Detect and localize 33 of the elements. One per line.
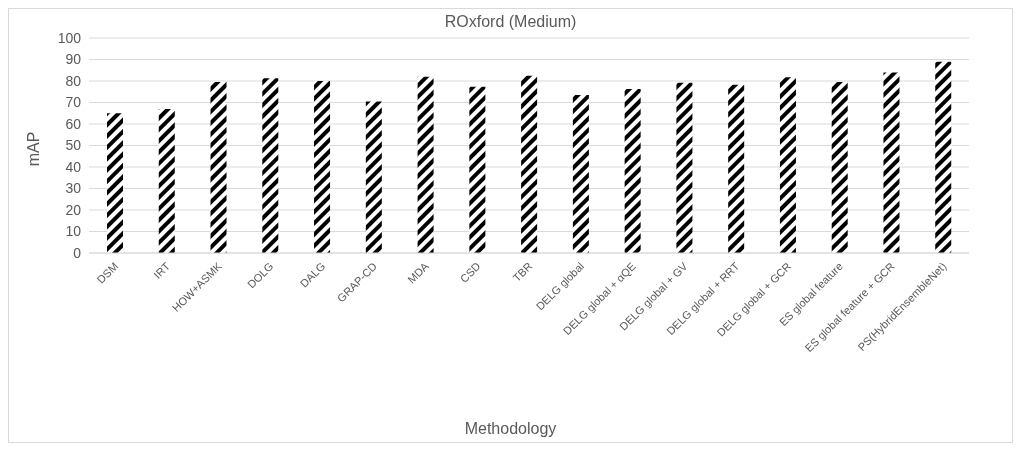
bar	[469, 86, 486, 253]
y-tick-label: 50	[65, 137, 82, 154]
bar	[728, 84, 745, 253]
y-tick-label: 40	[65, 158, 82, 175]
bar	[314, 81, 331, 253]
bar	[521, 75, 538, 253]
bar	[831, 82, 848, 253]
x-tick-label: TBR	[510, 259, 535, 284]
y-tick-label: 90	[65, 51, 82, 68]
bar	[365, 101, 382, 253]
bar	[210, 82, 227, 253]
bar	[107, 113, 123, 253]
y-tick-label: 30	[65, 180, 82, 197]
y-tick-label: 0	[73, 244, 82, 261]
bar	[158, 108, 175, 253]
bar	[262, 78, 279, 253]
y-tick-label: 10	[65, 223, 82, 240]
chart-title: ROxford (Medium)	[443, 13, 578, 31]
bar	[779, 77, 796, 253]
y-axis-title: mAP	[25, 131, 43, 167]
bar	[417, 76, 434, 253]
bar	[883, 72, 900, 253]
y-tick-label: 100	[57, 29, 82, 46]
bar	[935, 61, 952, 253]
y-tick-label: 70	[65, 94, 82, 111]
x-tick-label: IRT	[151, 259, 173, 281]
y-tick-label: 80	[65, 72, 82, 89]
y-tick-label: 20	[65, 201, 82, 218]
bar	[572, 94, 589, 253]
x-axis-title: Methodology	[463, 420, 558, 438]
y-tick-label: 60	[65, 115, 82, 132]
bar	[676, 82, 693, 253]
bar	[624, 88, 641, 253]
